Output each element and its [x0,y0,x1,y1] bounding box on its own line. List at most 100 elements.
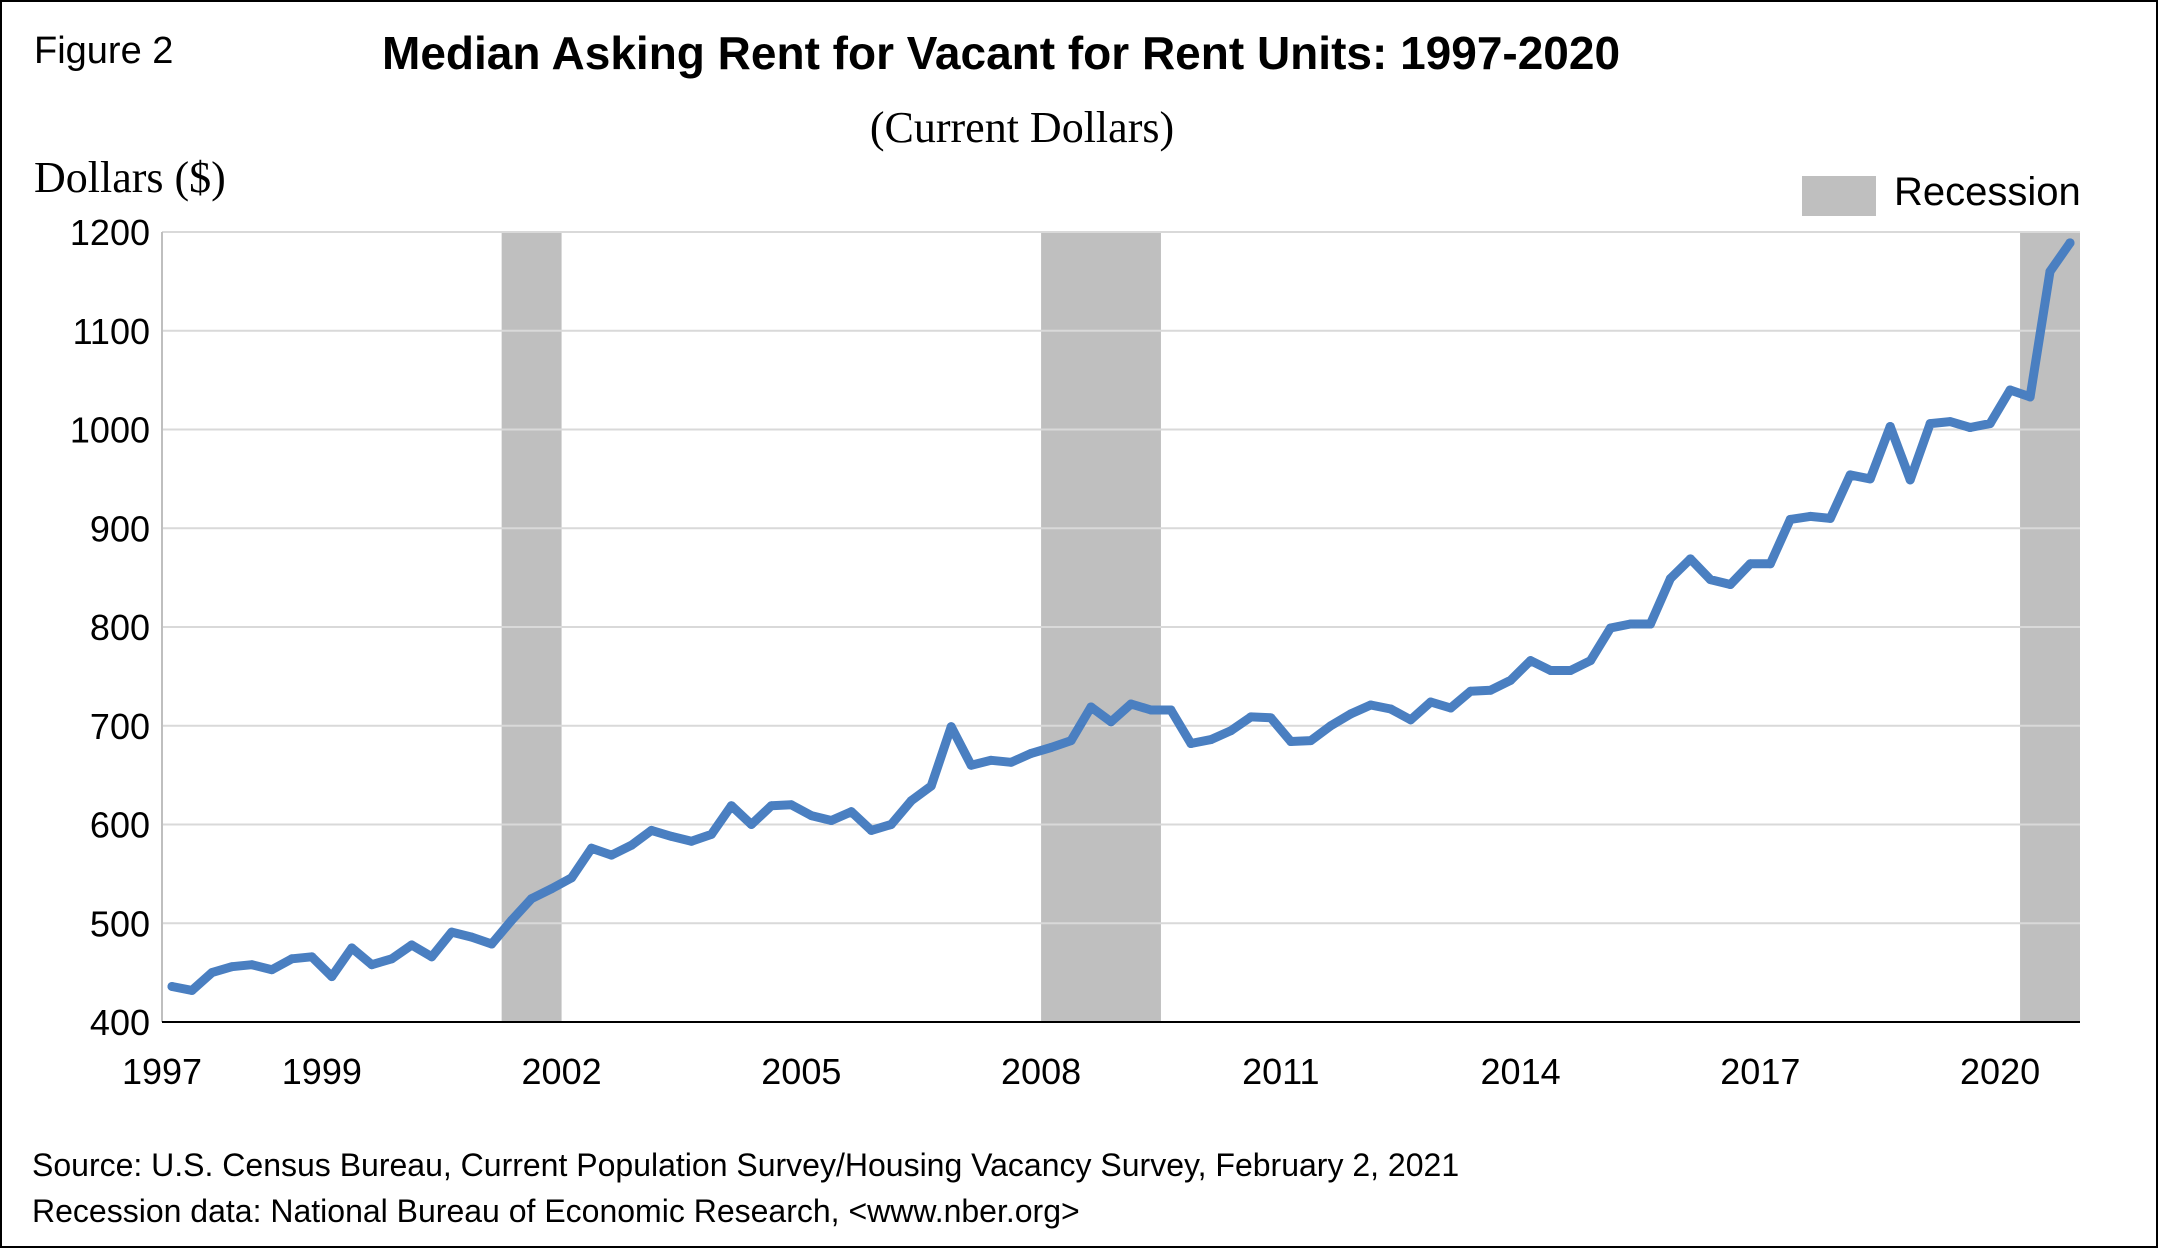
chart-title: Median Asking Rent for Vacant for Rent U… [382,27,1621,79]
data-point [1366,700,1376,710]
data-point [487,939,497,949]
data-point [1466,686,1476,696]
data-point [2005,385,2015,395]
data-point [1186,739,1196,749]
data-point [1286,737,1296,747]
data-point [207,968,217,978]
data-point [267,965,277,975]
data-point [1346,709,1356,719]
data-point [766,801,776,811]
data-point [187,985,197,995]
y-tick-label: 500 [90,903,150,944]
data-point [1546,665,1556,675]
data-point [387,954,397,964]
figure-label: Figure 2 [34,30,174,72]
data-point [1066,736,1076,746]
x-tick-label: 2002 [522,1051,602,1092]
source-line: Source: U.S. Census Bureau, Current Popu… [32,1147,1460,1183]
x-tick-label: 2008 [1001,1051,1081,1092]
data-point [1825,513,1835,523]
data-point [1266,713,1276,723]
data-point [607,850,617,860]
data-point [247,960,257,970]
data-point [1625,619,1635,629]
legend-swatch-recession [1802,176,1876,216]
data-point [167,981,177,991]
x-tick-label: 1999 [282,1051,362,1092]
y-tick-label: 800 [90,607,150,648]
data-point [926,781,936,791]
data-point [1226,726,1236,736]
data-point [1805,511,1815,521]
y-tick-label: 1200 [70,212,150,253]
y-tick-label: 600 [90,805,150,846]
data-point [507,915,517,925]
data-point [986,755,996,765]
data-point [686,836,696,846]
data-point [646,825,656,835]
data-point [866,825,876,835]
data-point [427,952,437,962]
data-point [287,954,297,964]
data-point [1046,742,1056,752]
data-point [567,873,577,883]
data-point [1925,419,1935,429]
data-point [1605,623,1615,633]
data-point [1086,702,1096,712]
data-point [467,932,477,942]
data-point [1526,656,1536,666]
y-tick-label: 700 [90,706,150,747]
data-point [1845,470,1855,480]
data-point [2045,267,2055,276]
data-point [1486,685,1496,695]
data-point [1126,699,1136,709]
recession-source-line: Recession data: National Bureau of Econo… [32,1193,1080,1229]
data-point [527,894,537,904]
data-point [1665,574,1675,584]
y-tick-label: 1000 [70,410,150,451]
y-tick-label: 900 [90,508,150,549]
data-point [407,940,417,950]
data-point [786,800,796,810]
data-point [347,943,357,953]
data-point [806,811,816,821]
data-point [1426,697,1436,707]
data-point [447,927,457,937]
data-point [1765,559,1775,569]
x-tick-label: 2005 [761,1051,841,1092]
data-point [1785,514,1795,524]
data-point [966,760,976,770]
y-tick-label: 1100 [73,311,150,352]
x-tick-label: 2014 [1481,1051,1561,1092]
data-point [547,884,557,894]
axes [161,232,2080,1023]
legend-label-recession: Recession [1894,170,2081,214]
chart-subtitle: (Current Dollars) [869,103,1175,152]
data-point [1645,619,1655,629]
data-point [307,952,317,962]
data-point [1406,715,1416,725]
data-point [1386,704,1396,714]
data-point [587,843,597,853]
data-point [946,722,956,732]
gridlines [162,231,2080,925]
x-tick-label: 2020 [1960,1051,2040,1092]
data-point [1246,712,1256,722]
data-point [1446,703,1456,713]
data-point [1685,554,1695,564]
data-point [1506,675,1516,685]
y-tick-label: 400 [90,1002,150,1043]
data-point [846,807,856,817]
data-point [1985,419,1995,429]
data-point [1026,748,1036,758]
data-point [746,820,756,829]
data-point [2065,238,2075,248]
data-point [227,962,237,972]
data-point [627,840,637,850]
data-point [886,820,896,829]
data-point [1306,736,1316,746]
data-point [1965,423,1975,433]
data-point [1885,422,1895,432]
